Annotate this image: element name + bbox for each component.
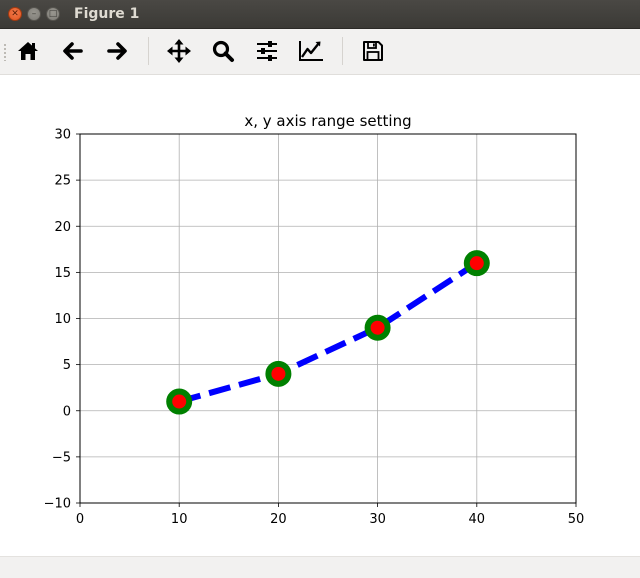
window-titlebar: ✕ – □ Figure 1: [0, 0, 640, 29]
x-tick-label: 20: [270, 512, 287, 527]
y-tick-label: −10: [44, 497, 71, 512]
subplots-config-icon: [257, 41, 277, 61]
y-tick-label: 0: [63, 404, 71, 419]
zoom-icon: [212, 40, 234, 62]
edit-axes-button[interactable]: [295, 35, 327, 67]
data-point: [166, 388, 193, 415]
toolbar-grip[interactable]: [3, 43, 7, 61]
axes-frame: [79, 133, 577, 504]
home-button[interactable]: [12, 35, 44, 67]
data-point: [364, 314, 391, 341]
line-chart: 0 10 20 30 40 50 −10 −5 0 5 10 15 20 25 30 x, y axis ra…: [44, 112, 585, 527]
y-tick-label: 15: [54, 266, 71, 281]
window-maximize-button[interactable]: □: [46, 7, 60, 21]
toolbar-separator: [342, 37, 343, 65]
y-tick-label: 25: [54, 174, 71, 189]
data-point: [463, 250, 490, 277]
y-tick-label: 30: [54, 128, 71, 143]
plot-canvas[interactable]: 0 10 20 30 40 50 −10 −5 0 5 10 15 20 25 30 x, y axis ra…: [0, 75, 640, 556]
data-point: [265, 360, 292, 387]
toolbar-separator: [148, 37, 149, 65]
x-tick-label: 30: [369, 512, 386, 527]
y-tick-label: −5: [52, 450, 71, 465]
subplots-button[interactable]: [251, 35, 283, 67]
y-tick-label: 5: [63, 358, 71, 373]
chart-title: x, y axis range setting: [244, 112, 411, 130]
forward-arrow-icon: [107, 42, 127, 60]
toolbar: [0, 29, 640, 75]
window-minimize-button[interactable]: –: [27, 7, 41, 21]
edit-axes-icon: [299, 41, 323, 61]
home-icon: [18, 42, 38, 60]
pan-button[interactable]: [163, 35, 195, 67]
x-tick-label: 0: [76, 512, 84, 527]
back-arrow-icon: [63, 42, 83, 60]
forward-button[interactable]: [101, 35, 133, 67]
status-bar: [0, 556, 640, 578]
zoom-button[interactable]: [207, 35, 239, 67]
pan-icon: [167, 39, 191, 63]
series-line: [178, 260, 479, 405]
y-tick-label: 20: [54, 220, 71, 235]
x-tick-label: 10: [171, 512, 188, 527]
y-tick-label: 10: [54, 312, 71, 327]
back-button[interactable]: [57, 35, 89, 67]
x-tick-label: 40: [469, 512, 486, 527]
save-button[interactable]: [357, 35, 389, 67]
save-icon: [363, 41, 383, 61]
window-close-button[interactable]: ✕: [8, 7, 22, 21]
x-tick-label: 50: [568, 512, 585, 527]
window-title: Figure 1: [74, 6, 140, 22]
